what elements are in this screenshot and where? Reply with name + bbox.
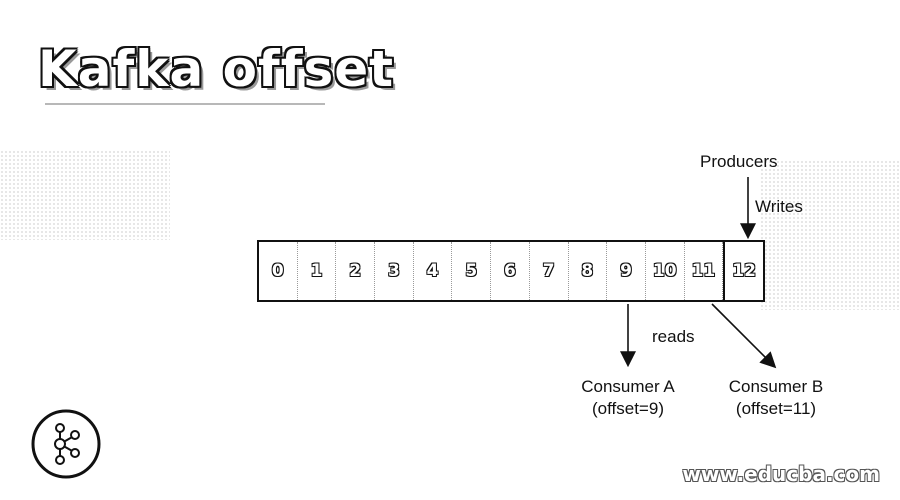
offset-cell: 9: [607, 242, 646, 300]
writes-label: Writes: [755, 197, 803, 216]
reads-label: reads: [652, 327, 695, 346]
offset-cell: 8: [569, 242, 608, 300]
consumer-a-label: Consumer A (offset=9): [570, 376, 686, 420]
offset-cell: 3: [375, 242, 414, 300]
offset-cell: 12: [723, 242, 763, 300]
offset-cell: 2: [336, 242, 376, 300]
offset-cell: 11: [685, 242, 724, 300]
producers-label: Producers: [700, 152, 778, 171]
offset-cell: 5: [452, 242, 492, 300]
page-title: Kafka offset: [38, 40, 395, 98]
partition-log: 0 1 2 3 4 5 6 7 8 9 10 11 12: [257, 240, 765, 302]
offset-cell: 10: [646, 242, 685, 300]
consumer-b-name: Consumer B: [728, 377, 824, 396]
watermark: www.educba.com: [682, 462, 880, 486]
offset-cell: 0: [259, 242, 298, 300]
consumer-b-offset: (offset=11): [735, 399, 817, 418]
offset-cell: 1: [298, 242, 337, 300]
consumer-a-name: Consumer A: [581, 377, 675, 396]
title-underline: [45, 103, 325, 105]
consumer-a-offset: (offset=9): [592, 399, 664, 418]
offset-cell: 6: [491, 242, 530, 300]
offset-cell: 7: [530, 242, 569, 300]
offset-cell: 4: [414, 242, 453, 300]
consumer-b-label: Consumer B (offset=11): [718, 376, 834, 420]
consumer-b-arrow: [711, 303, 777, 369]
kafka-logo-icon: [31, 409, 101, 479]
